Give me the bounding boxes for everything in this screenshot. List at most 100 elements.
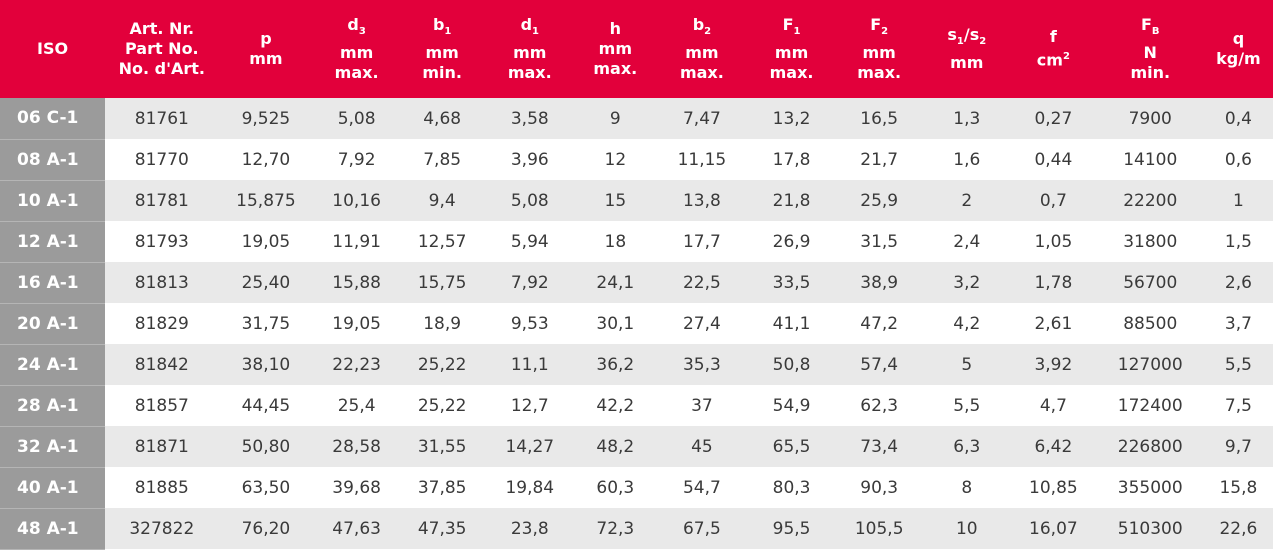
table-cell: 3,7 [1203, 303, 1273, 344]
table-cell: 31,55 [399, 426, 485, 467]
table-cell: 327822 [105, 508, 219, 549]
table-cell: 3,58 [484, 98, 576, 139]
table-cell: 5,5 [1203, 344, 1273, 385]
table-cell: 44,45 [218, 385, 314, 426]
table-cell: 19,05 [313, 303, 400, 344]
table-cell: 0,7 [1010, 180, 1097, 221]
table-cell: 95,5 [748, 508, 835, 549]
table-cell: 41,1 [748, 303, 835, 344]
table-cell: 13,8 [655, 180, 749, 221]
table-cell: 67,5 [655, 508, 749, 549]
table-cell: 105,5 [834, 508, 924, 549]
table-cell: 81842 [105, 344, 219, 385]
table-cell: 15 [575, 180, 656, 221]
header-q: q kg/m [1203, 0, 1273, 98]
table-cell: 17,7 [655, 221, 749, 262]
table-cell: 5,94 [484, 221, 576, 262]
table-cell: 6,3 [923, 426, 1011, 467]
table-cell: 14100 [1096, 139, 1204, 180]
table-cell: 1,78 [1010, 262, 1097, 303]
table-cell: 50,80 [218, 426, 314, 467]
table-cell: 81829 [105, 303, 219, 344]
table-cell: 25,4 [313, 385, 400, 426]
table-cell: 81770 [105, 139, 219, 180]
table-cell: 25,9 [834, 180, 924, 221]
table-cell: 3,96 [484, 139, 576, 180]
table-cell: 57,4 [834, 344, 924, 385]
table-cell: 27,4 [655, 303, 749, 344]
table-cell: 10,85 [1010, 467, 1097, 508]
iso-cell: 32 A-1 [0, 426, 106, 468]
table-cell: 76,20 [218, 508, 314, 549]
table-cell: 22,23 [313, 344, 400, 385]
table-cell: 0,27 [1010, 98, 1097, 139]
table-cell: 7,85 [399, 139, 485, 180]
table-cell: 5,08 [484, 180, 576, 221]
table-cell: 15,75 [399, 262, 485, 303]
header-p: p mm [218, 0, 314, 98]
table-cell: 3,92 [1010, 344, 1097, 385]
table-cell: 16,07 [1010, 508, 1097, 549]
table-cell: 2,4 [923, 221, 1011, 262]
table-cell: 22,6 [1203, 508, 1273, 549]
header-art-nr: Art. Nr. Part No. No. d'Art. [105, 0, 219, 98]
table-cell: 15,8 [1203, 467, 1273, 508]
table-cell: 7,92 [484, 262, 576, 303]
table-cell: 18 [575, 221, 656, 262]
header-f: f cm2 [1010, 0, 1097, 98]
table-cell: 22200 [1096, 180, 1204, 221]
header-b1: b1 mm min. [399, 0, 485, 98]
table-cell: 25,22 [399, 344, 485, 385]
table-cell: 11,1 [484, 344, 576, 385]
table-row: 20 A-1 81829 31,75 19,05 18,9 9,53 30,1 27,4 41,… [0, 303, 1273, 345]
table-cell: 5 [923, 344, 1011, 385]
table-cell: 35,3 [655, 344, 749, 385]
header-h: h mm max. [575, 0, 656, 98]
table-cell: 15,875 [218, 180, 314, 221]
table-cell: 38,9 [834, 262, 924, 303]
table-cell: 12,7 [484, 385, 576, 426]
table-row: 08 A-1 81770 12,70 7,92 7,85 3,96 12 11,15 17,8 2… [0, 139, 1273, 181]
iso-cell: 08 A-1 [0, 139, 106, 181]
table-cell: 73,4 [834, 426, 924, 467]
table-cell: 45 [655, 426, 749, 467]
header-iso: ISO [0, 0, 106, 98]
header-b2: b2 mm max. [655, 0, 749, 98]
table-cell: 9,53 [484, 303, 576, 344]
table-cell: 6,42 [1010, 426, 1097, 467]
table-cell: 1 [1203, 180, 1273, 221]
table-cell: 30,1 [575, 303, 656, 344]
table-cell: 37,85 [399, 467, 485, 508]
table-cell: 12,70 [218, 139, 314, 180]
table-cell: 54,9 [748, 385, 835, 426]
table-cell: 2,61 [1010, 303, 1097, 344]
iso-cell: 12 A-1 [0, 221, 106, 263]
table-cell: 226800 [1096, 426, 1204, 467]
table-cell: 172400 [1096, 385, 1204, 426]
table-cell: 10,16 [313, 180, 400, 221]
header-row: ISO Art. Nr. Part No. No. d'Art. p mm d3 mm m… [0, 0, 1273, 98]
table-cell: 47,2 [834, 303, 924, 344]
table-row: 32 A-1 81871 50,80 28,58 31,55 14,27 48,2 45 65,… [0, 426, 1273, 468]
iso-cell: 20 A-1 [0, 303, 106, 345]
table-cell: 60,3 [575, 467, 656, 508]
table-cell: 11,91 [313, 221, 400, 262]
header-s1-s2: s1/s2 mm [923, 0, 1011, 98]
table-cell: 36,2 [575, 344, 656, 385]
table-row: 12 A-1 81793 19,05 11,91 12,57 5,94 18 17,7 26,9… [0, 221, 1273, 263]
table-cell: 0,4 [1203, 98, 1273, 139]
table-cell: 7900 [1096, 98, 1204, 139]
table-cell: 38,10 [218, 344, 314, 385]
table-cell: 81871 [105, 426, 219, 467]
table-cell: 23,8 [484, 508, 576, 549]
table-row: 40 A-1 81885 63,50 39,68 37,85 19,84 60,3 54,7 8… [0, 467, 1273, 509]
table-cell: 127000 [1096, 344, 1204, 385]
table-cell: 21,8 [748, 180, 835, 221]
table-cell: 19,84 [484, 467, 576, 508]
table-cell: 21,7 [834, 139, 924, 180]
table-cell: 81813 [105, 262, 219, 303]
iso-cell: 48 A-1 [0, 508, 106, 550]
table-cell: 5,5 [923, 385, 1011, 426]
table-cell: 4,68 [399, 98, 485, 139]
